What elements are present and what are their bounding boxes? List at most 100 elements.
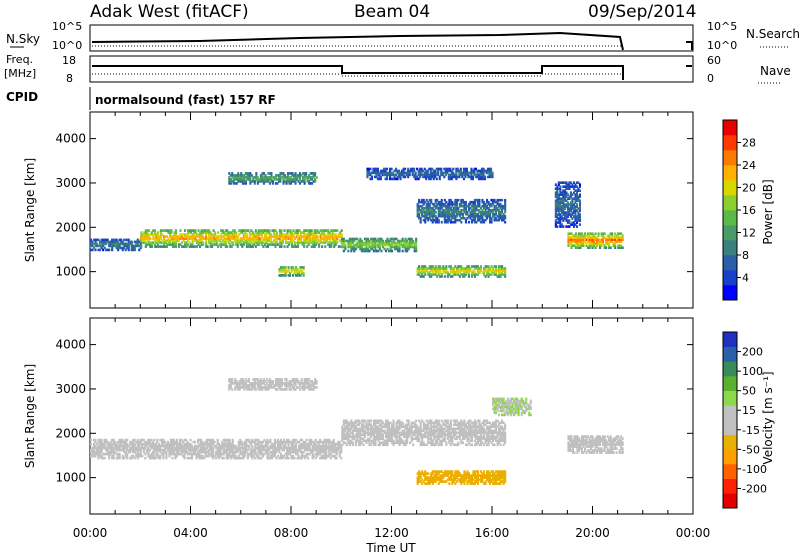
- echo-cell: [245, 235, 248, 238]
- echo-cell: [163, 444, 166, 448]
- echo-cell: [322, 237, 325, 240]
- echo-cell: [368, 423, 371, 427]
- echo-cell: [181, 233, 184, 236]
- echo-cell: [618, 240, 621, 243]
- echo-cell: [559, 181, 562, 184]
- echo-cell: [440, 419, 443, 423]
- echo-cell: [190, 243, 193, 246]
- echo-cell: [593, 244, 596, 247]
- echo-cell: [290, 180, 293, 183]
- echo-cell: [304, 446, 307, 450]
- echo-cell: [307, 239, 310, 242]
- echo-cell: [501, 206, 504, 210]
- echo-cell: [378, 175, 381, 179]
- echo-cell: [198, 454, 201, 458]
- echo-cell: [174, 452, 177, 456]
- echo-cell: [284, 272, 287, 275]
- echo-cell: [174, 233, 177, 236]
- echo-cell: [260, 446, 263, 450]
- echo-cell: [195, 454, 198, 458]
- echo-cell: [504, 200, 507, 204]
- echo-cell: [401, 243, 404, 247]
- echo-cell: [156, 245, 159, 248]
- echo-cell: [578, 205, 581, 208]
- echo-cell: [472, 202, 475, 206]
- echo-cell: [341, 243, 344, 247]
- echo-cell: [378, 419, 381, 423]
- echo-cell: [335, 450, 338, 454]
- echo-cell: [486, 265, 489, 268]
- echo-cell: [316, 444, 319, 448]
- echo-cell: [556, 225, 559, 228]
- echo-cell: [606, 242, 609, 245]
- echo-cell: [144, 235, 147, 238]
- echo-cell: [204, 450, 207, 454]
- echo-cell: [205, 233, 208, 236]
- echo-cell: [166, 448, 169, 452]
- echo-cell: [447, 169, 450, 173]
- echo-cell: [303, 172, 306, 175]
- echo-cell: [559, 213, 562, 216]
- echo-cell: [328, 233, 331, 236]
- echo-cell: [250, 180, 253, 183]
- echo-cell: [259, 176, 262, 179]
- echo-cell: [573, 238, 576, 241]
- echo-cell: [559, 219, 562, 222]
- echo-cell: [373, 171, 376, 175]
- echo-cell: [427, 208, 430, 212]
- echo-cell: [299, 178, 302, 181]
- echo-cell: [258, 180, 261, 183]
- echo-cell: [257, 448, 260, 452]
- echo-cell: [572, 209, 575, 212]
- echo-cell: [469, 214, 472, 218]
- echo-cell: [228, 178, 231, 181]
- echo-cell: [187, 231, 190, 234]
- echo-cell: [278, 233, 281, 236]
- echo-cell: [221, 442, 224, 446]
- echo-cell: [227, 454, 230, 458]
- echo-cell: [559, 217, 562, 220]
- echo-cell: [120, 242, 123, 246]
- echo-cell: [437, 443, 440, 447]
- echo-cell: [382, 239, 385, 243]
- echo-cell: [278, 241, 281, 244]
- echo-cell: [249, 172, 252, 175]
- echo-cell: [203, 456, 206, 460]
- echo-cell: [144, 440, 147, 444]
- echo-cell: [467, 204, 470, 208]
- echo-cell: [620, 232, 623, 235]
- echo-cell: [160, 440, 163, 444]
- echo-cell: [185, 446, 188, 450]
- echo-cell: [223, 239, 226, 242]
- echo-cell: [279, 444, 282, 448]
- echo-cell: [439, 210, 442, 214]
- echo-cell: [377, 431, 380, 435]
- echo-cell: [130, 242, 133, 246]
- echo-cell: [299, 268, 302, 271]
- echo-cell: [165, 454, 168, 458]
- echo-cell: [268, 182, 271, 185]
- echo-cell: [102, 456, 105, 460]
- echo-cell: [290, 268, 293, 271]
- echo-cell: [385, 433, 388, 437]
- echo-cell: [385, 435, 388, 439]
- echo-cell: [248, 446, 251, 450]
- echo-cell: [380, 419, 383, 423]
- echo-cell: [488, 175, 491, 179]
- echo-cell: [483, 218, 486, 222]
- echo-cell: [145, 448, 148, 452]
- echo-cell: [212, 448, 215, 452]
- echo-cell: [463, 275, 466, 278]
- echo-cell: [276, 440, 279, 444]
- echo-cell: [576, 244, 579, 247]
- echo-cell: [159, 454, 162, 458]
- echo-cell: [351, 431, 354, 435]
- echo-cell: [230, 245, 233, 248]
- echo-cell: [559, 193, 562, 196]
- echo-cell: [212, 442, 215, 446]
- echo-cell: [147, 233, 150, 236]
- echo-cell: [418, 200, 421, 204]
- echo-cell: [569, 203, 572, 206]
- echo-cell: [273, 448, 276, 452]
